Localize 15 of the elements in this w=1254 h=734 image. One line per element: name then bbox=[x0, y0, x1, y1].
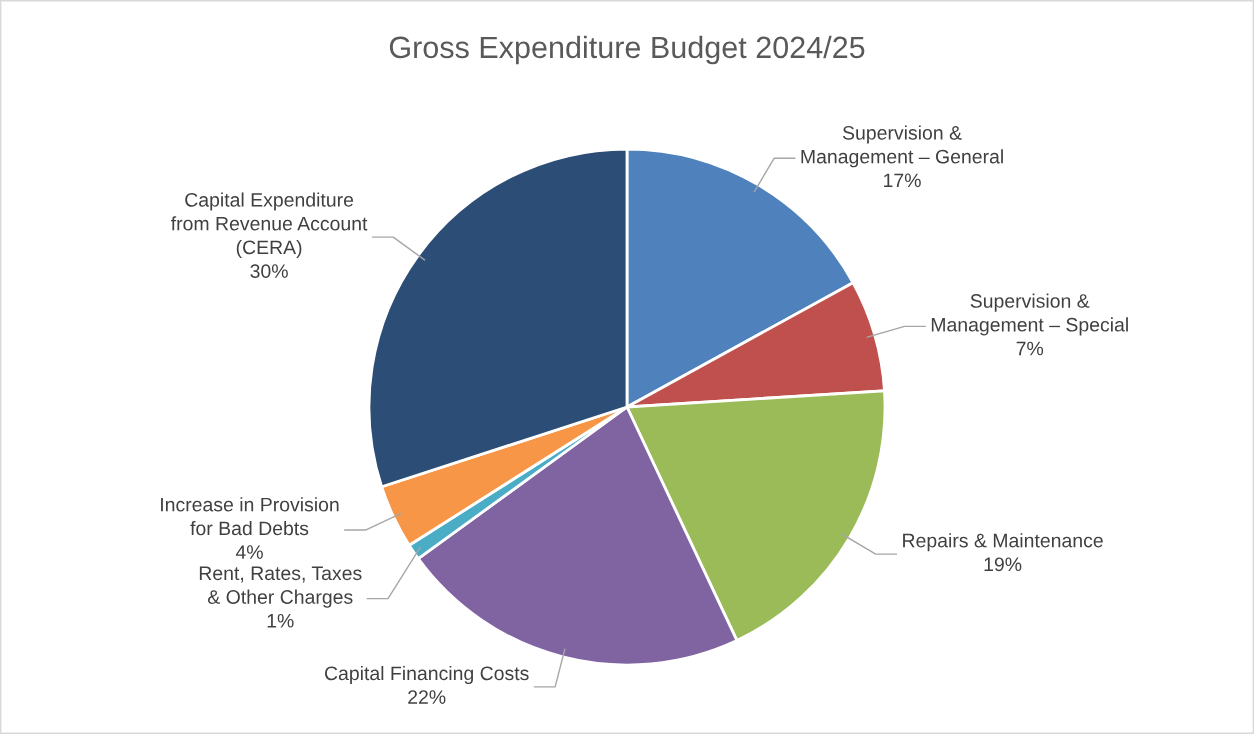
data-label: 17% bbox=[884, 173, 921, 188]
data-label: 30% bbox=[250, 264, 288, 279]
slice-label: Repairs & Maintenance bbox=[903, 533, 1103, 552]
data-label: 7% bbox=[1016, 341, 1044, 356]
slice-label: Capital Financing Costs bbox=[324, 665, 529, 685]
slice-label: Supervision & Management – Special bbox=[931, 293, 1128, 336]
slice-label: Increase in Provision for Bad Debts bbox=[161, 497, 339, 536]
slice-label: Rent, Rates, Taxes & Other Charges bbox=[199, 566, 362, 608]
data-label: 19% bbox=[984, 557, 1022, 572]
slice-label: Capital Expenditure from Revenue Account (CERA) bbox=[171, 192, 368, 259]
data-label: 1% bbox=[267, 613, 294, 628]
slice-label: Supervision & Management – General bbox=[801, 125, 1003, 168]
data-label: 4% bbox=[235, 545, 263, 559]
chart-title: Gross Expenditure Budget 2024/25 bbox=[389, 35, 865, 65]
data-label: 22% bbox=[408, 690, 446, 704]
